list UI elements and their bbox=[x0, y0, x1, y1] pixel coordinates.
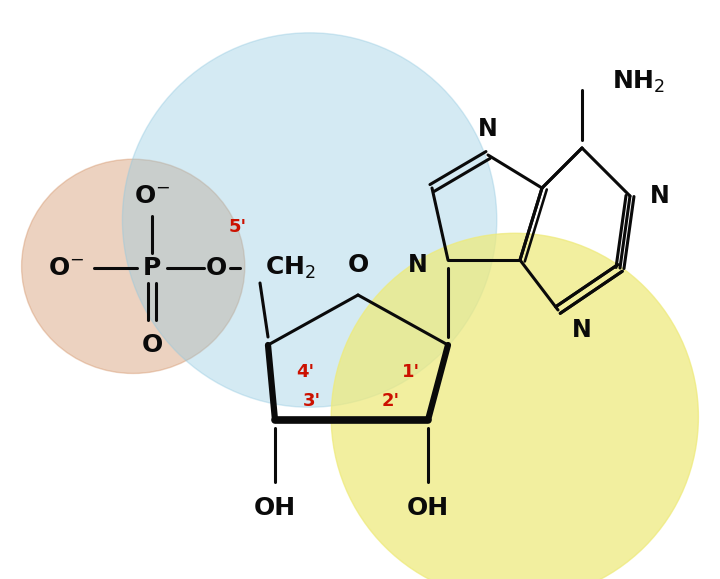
Text: OH: OH bbox=[407, 496, 449, 520]
Circle shape bbox=[331, 233, 698, 579]
Text: P: P bbox=[143, 256, 161, 280]
Text: OH: OH bbox=[254, 496, 296, 520]
Circle shape bbox=[122, 33, 497, 407]
Text: N: N bbox=[478, 117, 498, 141]
Text: 3': 3' bbox=[303, 392, 321, 410]
Text: O: O bbox=[347, 253, 369, 277]
Text: N: N bbox=[650, 184, 670, 208]
Text: N: N bbox=[408, 253, 428, 277]
Text: 2': 2' bbox=[382, 392, 400, 410]
Text: O: O bbox=[141, 333, 163, 357]
Text: 4': 4' bbox=[296, 363, 314, 381]
Ellipse shape bbox=[22, 159, 245, 373]
Text: O$^{-}$: O$^{-}$ bbox=[48, 256, 84, 280]
Text: O: O bbox=[205, 256, 227, 280]
Text: O$^{-}$: O$^{-}$ bbox=[134, 184, 170, 208]
Text: 5': 5' bbox=[229, 218, 247, 236]
Text: 1': 1' bbox=[402, 363, 420, 381]
Text: CH$_2$: CH$_2$ bbox=[265, 255, 316, 281]
Text: N: N bbox=[572, 318, 592, 342]
Text: NH$_2$: NH$_2$ bbox=[612, 69, 665, 95]
